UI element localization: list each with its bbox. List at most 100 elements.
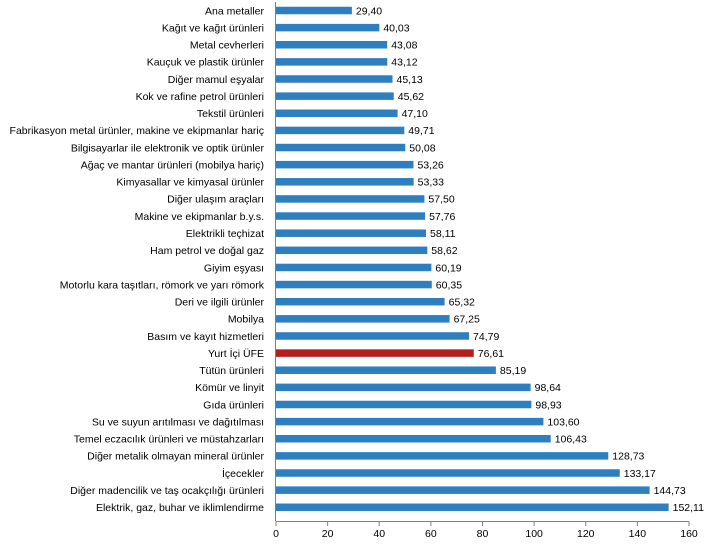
bar (276, 23, 380, 32)
value-label: 60,35 (436, 279, 462, 291)
category-label: Metal cevherleri (190, 40, 264, 52)
category-label: Kauçuk ve plastik ürünler (147, 57, 265, 69)
value-label: 152,11 (673, 502, 704, 514)
bar (276, 178, 414, 186)
category-label: Diğer madencilik ve taş ocakçılığı ürünl… (70, 485, 264, 497)
x-tick-label: 120 (577, 528, 595, 540)
value-label: 43,08 (391, 40, 417, 52)
bar (276, 6, 352, 15)
x-tick-label: 60 (425, 528, 437, 540)
value-label: 60,19 (435, 262, 461, 274)
value-label: 128,73 (612, 451, 644, 463)
category-labels-group: Ana metaller Kağıt ve kağıt ürünleri Metal… (10, 5, 265, 514)
category-label: Kömür ve linyit (195, 382, 264, 394)
category-label: Tütün ürünleri (199, 365, 264, 377)
bar (276, 366, 496, 374)
bar (276, 160, 414, 169)
value-label: 103,60 (547, 416, 579, 428)
bar (276, 41, 388, 49)
category-label: Giyim eşyası (204, 262, 264, 274)
category-label: Temel eczacılık ürünleri ve müstahzarlar… (74, 434, 264, 446)
category-label: Fabrikasyon metal ürünler, makine ve eki… (10, 125, 264, 137)
value-label: 29,40 (356, 5, 382, 17)
bar (276, 417, 544, 426)
bar (276, 58, 388, 66)
value-label: 58,62 (431, 245, 457, 257)
x-tick-label: 0 (273, 528, 279, 540)
category-label: Tekstil ürünleri (197, 108, 264, 120)
category-label: Ana metaller (205, 5, 264, 17)
bar (276, 263, 432, 272)
value-label: 76,61 (478, 348, 504, 360)
bar (276, 109, 398, 118)
bar (276, 297, 445, 306)
x-axis: 0 20 40 60 80 100 120 140 160 (273, 2, 698, 540)
category-label: Basım ve kayıt hizmetleri (147, 331, 264, 343)
bar (276, 280, 432, 289)
bar (276, 195, 425, 203)
value-label: 98,64 (535, 382, 561, 394)
category-label: Motorlu kara taşıtları, römork ve yarı r… (60, 279, 265, 291)
category-label: Makine ve ekipmanlar b.y.s. (135, 211, 264, 223)
category-label: Deri ve ilgili ürünler (175, 297, 265, 309)
category-label: Ağaç ve mantar ürünleri (mobilya hariç) (81, 159, 264, 171)
category-label: İçecekler (222, 467, 265, 480)
value-label: 53,33 (418, 177, 444, 189)
bar (276, 92, 394, 100)
value-label: 40,03 (383, 22, 409, 34)
value-label: 106,43 (555, 434, 587, 446)
category-label: Kok ve rafine petrol ürünleri (136, 91, 264, 103)
bar (276, 452, 609, 460)
category-label: Mobilya (228, 314, 264, 326)
value-label: 57,50 (428, 194, 454, 206)
bar (276, 435, 551, 443)
x-tick-label: 100 (525, 528, 543, 540)
category-label: Su ve suyun arıtılması ve dağıtılması (92, 416, 264, 428)
category-label: Kimyasallar ve kimyasal ürünler (116, 177, 264, 189)
bar (276, 383, 531, 392)
bar (276, 486, 650, 494)
category-label: Ham petrol ve doğal gaz (150, 245, 264, 257)
x-tick-label: 20 (322, 528, 334, 540)
bar (276, 349, 474, 357)
category-label: Diğer metalik olmayan mineral ürünler (87, 451, 264, 463)
value-label: 98,93 (535, 399, 561, 411)
bars-group (276, 6, 669, 512)
x-tick-label: 40 (373, 528, 385, 540)
value-label: 133,17 (624, 468, 656, 480)
bar (276, 126, 405, 135)
value-label: 74,79 (473, 331, 499, 343)
bar (276, 400, 532, 409)
value-label: 49,71 (408, 125, 434, 137)
category-label: Diğer ulaşım araçları (167, 194, 264, 206)
bar (276, 332, 470, 340)
bar (276, 469, 620, 477)
value-label: 45,13 (396, 74, 422, 86)
x-tick-label: 140 (629, 528, 647, 540)
bar (276, 503, 669, 512)
value-label: 53,26 (417, 159, 443, 171)
value-label: 50,08 (409, 142, 435, 154)
bar (276, 315, 450, 323)
category-label: Gıda ürünleri (203, 399, 264, 411)
value-label: 47,10 (402, 108, 428, 120)
category-label: Bilgisayarlar ile elektronik ve optik ür… (71, 142, 265, 154)
value-label: 43,12 (391, 57, 417, 69)
bar (276, 212, 426, 220)
bar (276, 143, 406, 152)
bar (276, 229, 426, 237)
category-label: Elektrikli teçhizat (186, 228, 264, 240)
value-label: 57,76 (429, 211, 455, 223)
bar (276, 75, 393, 83)
category-label: Kağıt ve kağıt ürünleri (162, 22, 264, 34)
value-label: 144,73 (654, 485, 686, 497)
value-label: 45,62 (398, 91, 424, 103)
category-label: Elektrik, gaz, buhar ve iklimlendirme (96, 502, 264, 514)
x-tick-label: 80 (477, 528, 489, 540)
value-label: 58,11 (430, 228, 456, 240)
value-label: 85,19 (500, 365, 526, 377)
value-label: 65,32 (449, 297, 475, 309)
value-label: 67,25 (454, 314, 480, 326)
